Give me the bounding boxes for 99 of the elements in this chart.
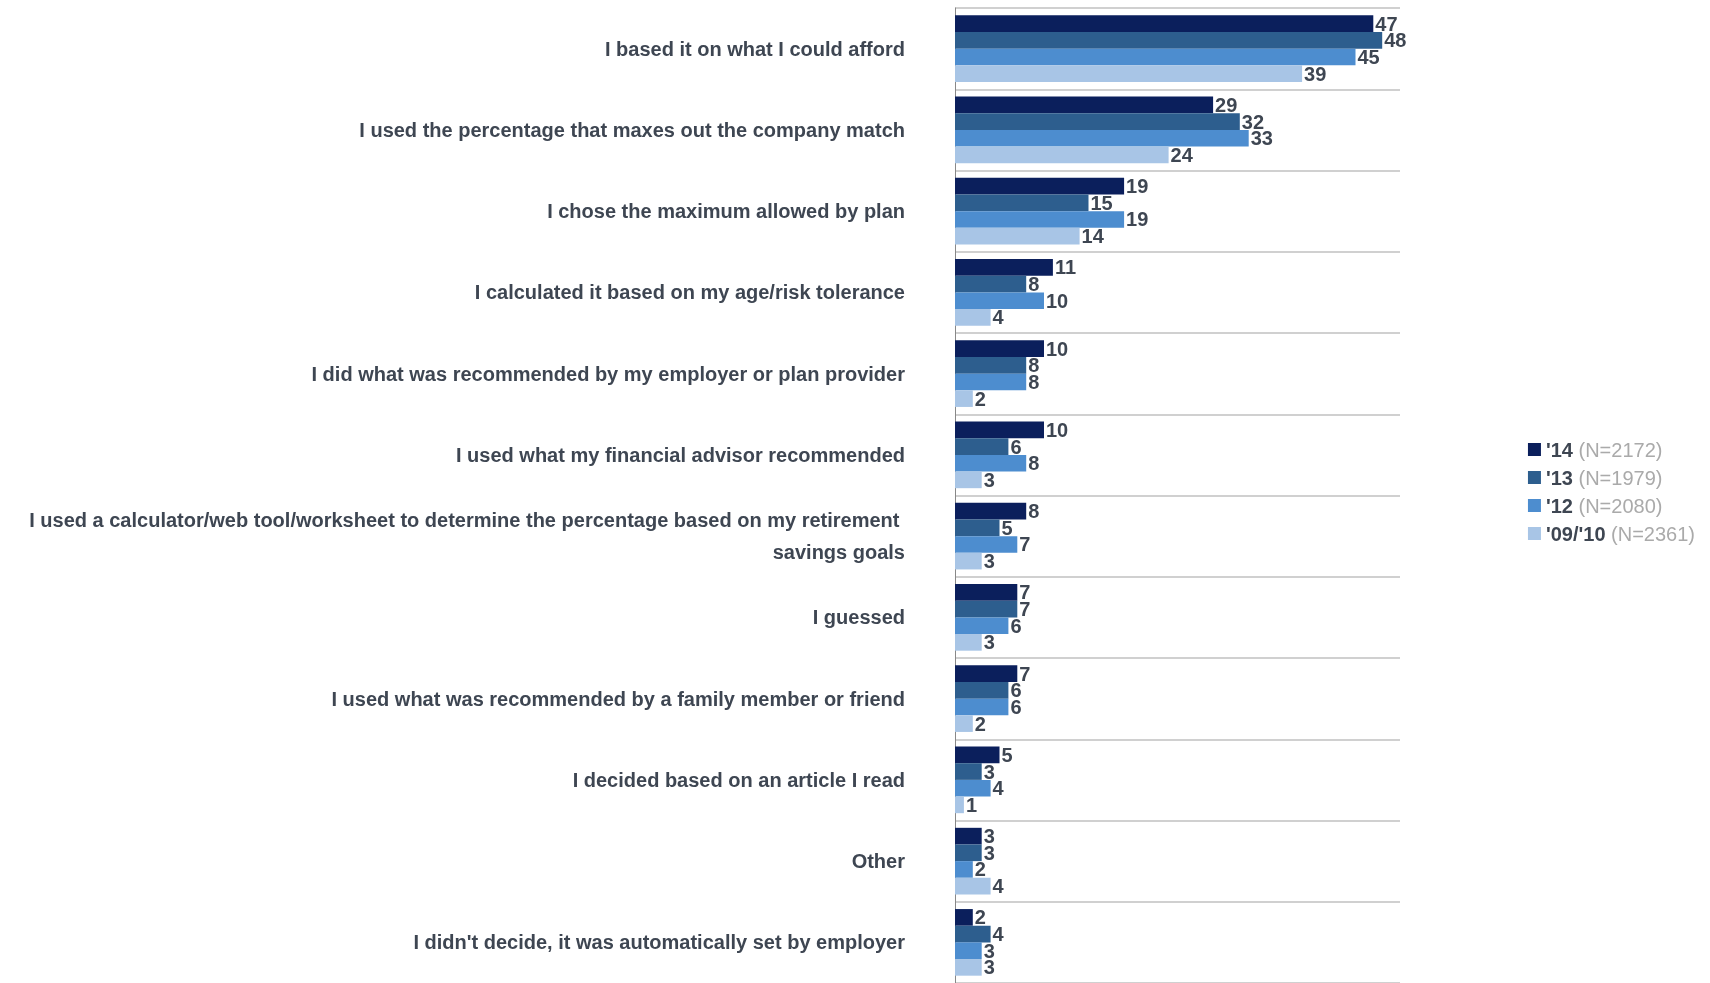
data-label: 10	[1046, 337, 1069, 360]
bar	[955, 177, 1125, 195]
bar	[955, 65, 1303, 82]
data-label: 4	[992, 875, 1005, 898]
data-label: 39	[1304, 62, 1327, 85]
data-label: 45	[1357, 45, 1380, 68]
bar	[955, 519, 1000, 537]
bar	[955, 715, 973, 732]
data-label: 11	[1054, 256, 1077, 279]
y-tick-label: I used what my financial advisor recommended	[455, 443, 905, 466]
bar	[955, 861, 973, 878]
bar	[955, 292, 1044, 310]
data-label: 10	[1046, 289, 1069, 312]
data-label: 8	[1028, 452, 1040, 475]
bar	[955, 275, 1027, 293]
bar	[955, 600, 1018, 618]
data-label: 3	[983, 760, 995, 783]
data-label: 29	[1215, 93, 1238, 116]
data-label: 4	[992, 306, 1005, 329]
bar	[955, 634, 982, 651]
data-label: 2	[974, 906, 986, 929]
data-label: 19	[1126, 175, 1149, 198]
bar	[955, 356, 1027, 374]
data-label: 8	[1028, 500, 1040, 523]
bar	[955, 779, 991, 797]
bar	[955, 48, 1356, 66]
y-tick-label: I used the percentage that maxes out the company match	[359, 118, 905, 141]
bar	[955, 796, 964, 814]
y-tick-label: I did what was recommended by my employer or plan provider	[311, 362, 906, 385]
bar	[955, 584, 1018, 601]
bar	[955, 617, 1009, 635]
data-label: 6	[1010, 435, 1022, 458]
bar	[955, 552, 982, 570]
data-label: 15	[1090, 191, 1113, 214]
data-label: 19	[1126, 208, 1149, 231]
y-tick-label: I guessed	[812, 606, 905, 629]
y-tick-label: I used a calculator/web tool/worksheet to determine the percentage based on my retirement savings goals	[29, 509, 905, 564]
data-label: 5	[1001, 743, 1013, 766]
bar	[955, 877, 991, 895]
bar	[955, 471, 982, 489]
bar	[955, 194, 1089, 212]
bar	[955, 665, 1018, 682]
data-label: 3	[983, 468, 995, 491]
bar	[955, 373, 1027, 391]
bar	[955, 909, 973, 926]
bar	[955, 454, 1027, 472]
legend-label: '09/'10 (N=2361)	[1545, 522, 1695, 545]
y-tick-label: I used what was recommended by a family member or friend	[331, 687, 905, 710]
data-label: 7	[1019, 533, 1031, 556]
bar	[955, 340, 1044, 357]
data-label: 24	[1170, 143, 1194, 166]
data-label: 2	[974, 387, 986, 410]
bar	[955, 942, 982, 960]
bar	[955, 844, 982, 862]
y-tick-label: I calculated it based on my age/risk tolerance	[474, 281, 905, 304]
legend-label: '13 (N=1979)	[1545, 466, 1663, 489]
data-label: 7	[1019, 662, 1031, 685]
bar	[955, 502, 1027, 520]
data-label: 3	[983, 550, 995, 573]
bar	[955, 309, 991, 326]
data-label: 4	[992, 923, 1005, 946]
y-tick-label: Other	[851, 850, 906, 873]
bar	[955, 681, 1009, 699]
bar	[955, 15, 1374, 32]
bar	[955, 211, 1125, 228]
data-label: 14	[1081, 225, 1105, 248]
bar	[955, 31, 1383, 49]
bar	[955, 421, 1044, 439]
y-tick-label: I didn't decide, it was automatically set by employer	[413, 931, 906, 954]
bar	[955, 113, 1240, 130]
data-label: 2	[974, 712, 986, 735]
bar	[955, 227, 1080, 245]
bar	[955, 763, 982, 780]
legend-label: '14 (N=2172)	[1545, 438, 1663, 461]
data-label: 3	[983, 631, 995, 654]
data-label: 6	[1010, 614, 1022, 637]
data-label: 5	[1001, 516, 1013, 539]
bar	[955, 925, 991, 943]
data-label: 2	[974, 858, 986, 881]
bar	[955, 129, 1249, 147]
y-tick-label: I chose the maximum allowed by plan	[547, 200, 905, 223]
y-tick-label: I based it on what I could afford	[604, 37, 905, 60]
data-label: 7	[1019, 598, 1031, 621]
bar	[955, 438, 1009, 455]
bar	[955, 390, 973, 407]
legend-label: '12 (N=2080)	[1545, 494, 1663, 517]
data-label: 10	[1046, 418, 1069, 441]
bar	[955, 959, 982, 976]
data-label: 1	[965, 793, 978, 816]
data-label: 4	[992, 777, 1005, 800]
data-label: 8	[1028, 273, 1040, 296]
bar	[955, 746, 1000, 764]
y-tick-label: I decided based on an article I read	[572, 768, 905, 791]
bar	[955, 536, 1018, 553]
bar	[955, 259, 1053, 276]
bar	[955, 96, 1214, 114]
bar	[955, 698, 1009, 716]
bar	[955, 146, 1169, 164]
bar	[955, 827, 982, 845]
